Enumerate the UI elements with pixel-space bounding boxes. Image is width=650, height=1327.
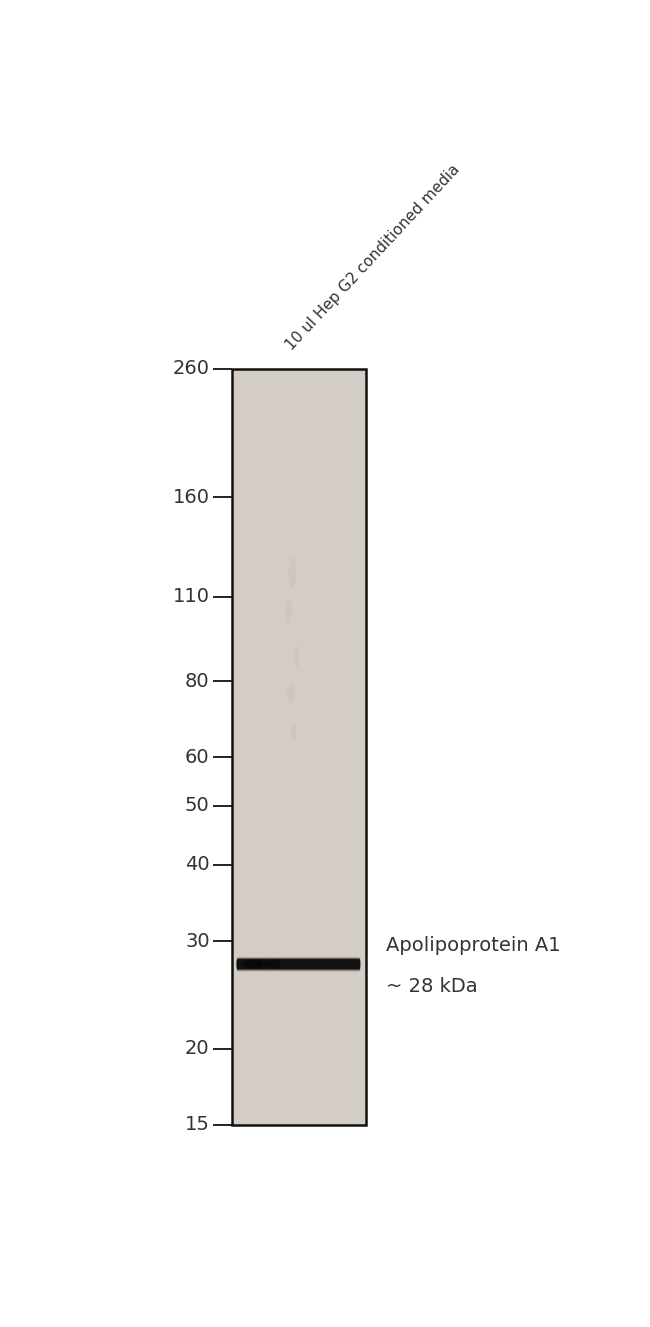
Ellipse shape	[285, 597, 292, 624]
FancyBboxPatch shape	[237, 958, 360, 969]
Ellipse shape	[294, 645, 299, 667]
Text: 80: 80	[185, 671, 210, 690]
Text: 30: 30	[185, 932, 210, 950]
FancyBboxPatch shape	[237, 957, 360, 967]
Text: 50: 50	[185, 796, 210, 815]
Text: 10 ul Hep G2 conditioned media: 10 ul Hep G2 conditioned media	[283, 162, 463, 353]
Ellipse shape	[256, 959, 270, 969]
FancyBboxPatch shape	[237, 961, 360, 971]
Text: ~ 28 kDa: ~ 28 kDa	[386, 977, 478, 997]
Text: Apolipoprotein A1: Apolipoprotein A1	[386, 937, 561, 955]
Text: 160: 160	[173, 488, 210, 507]
Ellipse shape	[244, 959, 262, 969]
FancyBboxPatch shape	[237, 959, 360, 969]
Text: 20: 20	[185, 1039, 210, 1058]
Text: 110: 110	[173, 588, 210, 606]
Text: 40: 40	[185, 856, 210, 874]
Ellipse shape	[291, 725, 296, 739]
Ellipse shape	[268, 959, 280, 969]
FancyBboxPatch shape	[237, 959, 360, 970]
Text: 15: 15	[185, 1115, 210, 1135]
Ellipse shape	[287, 685, 295, 703]
Text: 260: 260	[173, 360, 210, 378]
Bar	[233, 369, 366, 1125]
Text: 60: 60	[185, 748, 210, 767]
Ellipse shape	[289, 557, 296, 588]
